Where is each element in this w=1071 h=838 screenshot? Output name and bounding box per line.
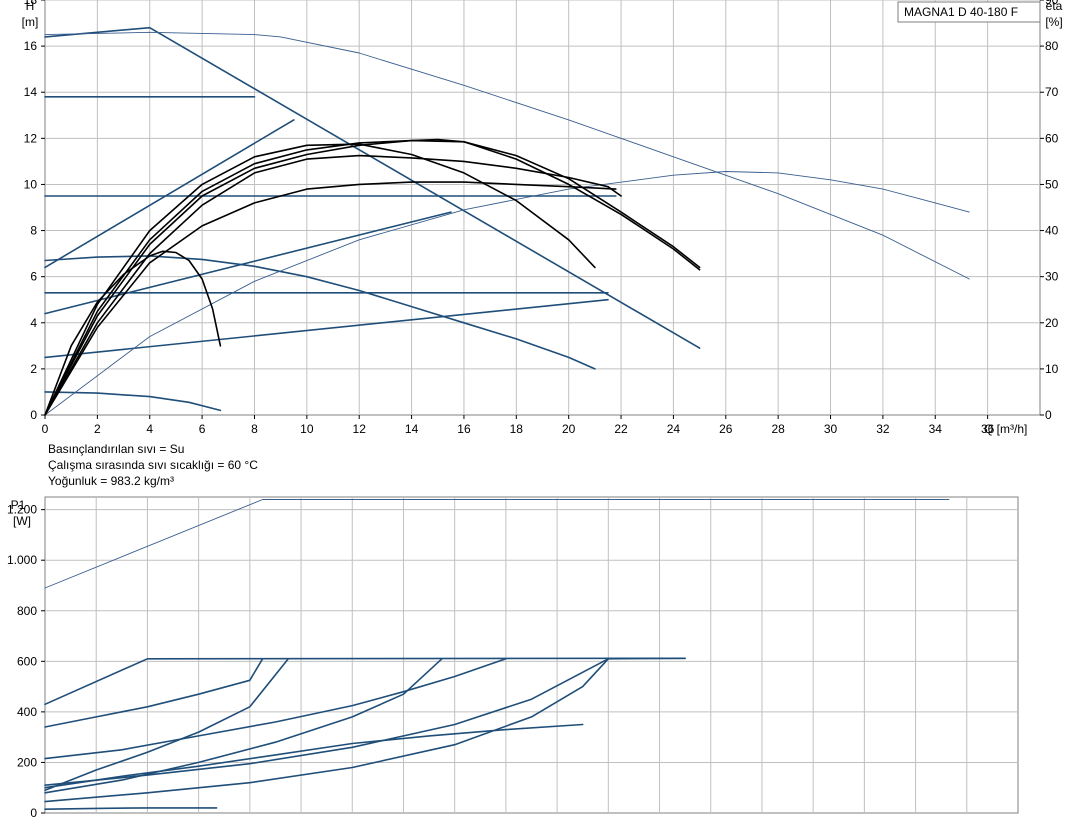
xtick-label: 24 — [667, 422, 681, 436]
head-ytick-label: 8 — [30, 224, 37, 238]
eta-ytick-label: 20 — [1045, 316, 1059, 330]
head-curve-7 — [44, 298, 609, 359]
power-curve-6 — [44, 658, 443, 794]
power-ytick-label: 400 — [17, 705, 37, 719]
power-ytick-label: 1.000 — [7, 553, 37, 567]
liquid-info-line-1: Basınçlandırılan sıvı = Su — [48, 442, 184, 456]
head-curve-15 — [44, 154, 622, 416]
head-ytick-label: 4 — [30, 316, 37, 330]
power-curve-8 — [44, 657, 686, 786]
head-curve-9 — [44, 391, 222, 412]
power-curve-10 — [44, 807, 218, 810]
head-curve-8 — [44, 255, 596, 370]
head-ytick-label: 12 — [24, 131, 38, 145]
power-ytick-label: 200 — [17, 755, 37, 769]
eta-ytick-label: 10 — [1045, 362, 1059, 376]
power-curve-4 — [44, 658, 507, 760]
eta-ylabel-unit: [%] — [1045, 15, 1062, 29]
model-label-box: MAGNA1 D 40-180 F — [897, 1, 1041, 23]
head-curve-17 — [44, 250, 222, 416]
head-ylabel-unit: [m] — [22, 15, 39, 29]
liquid-info-line-2: Çalışma sırasında sıvı sıcaklığı = 60 °C — [48, 458, 258, 472]
power-ylabel: P1 — [11, 498, 26, 512]
head-ytick-label: 6 — [30, 270, 37, 284]
eta-ytick-label: 50 — [1045, 177, 1059, 191]
model-label: MAGNA1 D 40-180 F — [904, 5, 1018, 19]
power-ylabel-unit: [W] — [13, 514, 31, 528]
eta-ytick-label: 70 — [1045, 85, 1059, 99]
xtick-label: 22 — [614, 422, 628, 436]
head-ytick-label: 10 — [24, 177, 38, 191]
xtick-label: 12 — [353, 422, 367, 436]
xtick-label: 30 — [824, 422, 838, 436]
xlabel: Q [m³/h] — [984, 422, 1027, 436]
xtick-label: 8 — [251, 422, 258, 436]
head-ylabel: H — [26, 0, 35, 13]
xtick-label: 6 — [199, 422, 206, 436]
xtick-label: 10 — [300, 422, 314, 436]
power-curve-7 — [44, 723, 584, 789]
head-curve-13 — [44, 139, 701, 416]
head-curve-14 — [44, 138, 701, 416]
head-curve-11 — [44, 171, 970, 416]
eta-ytick-label: 40 — [1045, 224, 1059, 238]
power-ytick-label: 600 — [17, 654, 37, 668]
head-ytick-label: 0 — [30, 408, 37, 422]
power-curve-1 — [44, 499, 950, 589]
eta-ytick-label: 60 — [1045, 131, 1059, 145]
head-plot-frame — [44, 0, 1041, 416]
power-plot-frame — [44, 496, 1019, 814]
xtick-label: 28 — [771, 422, 785, 436]
xtick-label: 18 — [510, 422, 524, 436]
power-ytick-label: 1.200 — [7, 503, 37, 517]
liquid-info-line-3: Yoğunluk = 983.2 kg/m³ — [48, 474, 174, 488]
xtick-label: 2 — [94, 422, 101, 436]
eta-ytick-label: 30 — [1045, 270, 1059, 284]
eta-ylabel: eta — [1046, 0, 1063, 13]
eta-ytick-label: 90 — [1045, 0, 1059, 7]
xtick-label: 14 — [405, 422, 419, 436]
head-curve-6 — [44, 211, 452, 315]
xtick-label: 26 — [719, 422, 733, 436]
eta-ytick-label: 0 — [1045, 408, 1052, 422]
eta-ytick-label: 80 — [1045, 39, 1059, 53]
xtick-label: 0 — [42, 422, 49, 436]
head-curve-16 — [44, 181, 617, 416]
head-curve-5 — [44, 119, 295, 269]
head-ytick-label: 18 — [24, 0, 38, 7]
head-curve-10 — [44, 31, 970, 280]
xtick-label: 36 — [981, 422, 995, 436]
head-ytick-label: 14 — [24, 85, 38, 99]
head-ytick-label: 2 — [30, 362, 37, 376]
power-curve-3 — [44, 658, 264, 728]
power-curve-9 — [44, 658, 610, 803]
power-ytick-label: 800 — [17, 604, 37, 618]
head-ytick-label: 16 — [24, 39, 38, 53]
liquid-info: Basınçlandırılan sıvı = Su Çalışma sıras… — [48, 442, 258, 488]
xtick-label: 16 — [457, 422, 471, 436]
power-curve-5 — [44, 658, 290, 791]
xtick-label: 4 — [146, 422, 153, 436]
power-curve-2 — [44, 657, 686, 706]
xtick-label: 32 — [876, 422, 890, 436]
power-ytick-label: 0 — [30, 806, 37, 820]
xtick-label: 20 — [562, 422, 576, 436]
head-curve-12 — [44, 143, 596, 416]
xtick-label: 34 — [929, 422, 943, 436]
